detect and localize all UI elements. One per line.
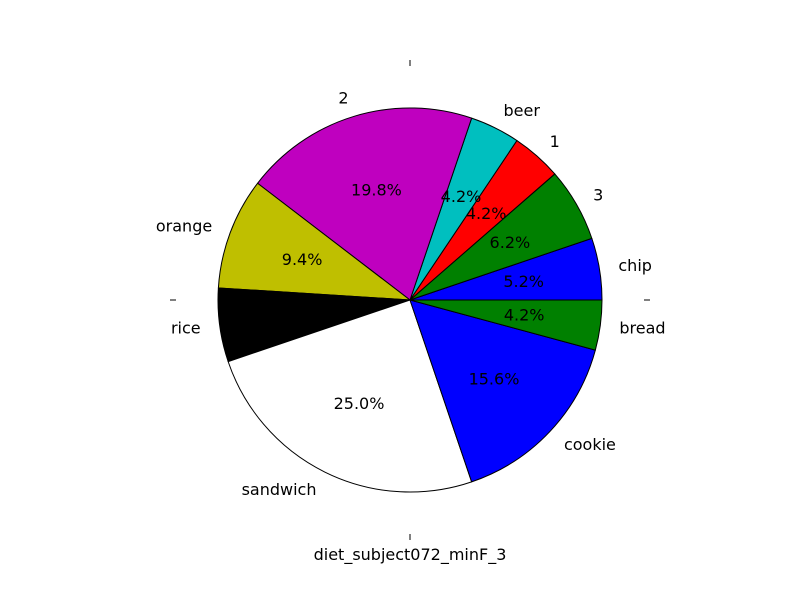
percent-labels: 5.2%6.2%4.2%4.2%19.8%9.4%25.0%15.6%4.2% xyxy=(282,180,545,413)
slice-label: rice xyxy=(171,318,201,337)
percent-label: 4.2% xyxy=(504,306,545,325)
pie-slice-cookie xyxy=(409,299,596,483)
x-axis-label: diet_subject072_minF_3 xyxy=(314,545,507,565)
axis-ticks xyxy=(170,60,650,540)
slice-label: sandwich xyxy=(242,480,317,499)
pie-slice-bread xyxy=(409,299,603,351)
pie-slice-orange xyxy=(217,182,411,301)
percent-label: 25.0% xyxy=(334,394,385,413)
slice-label: beer xyxy=(504,101,541,120)
percent-label: 4.2% xyxy=(441,187,482,206)
pie-slices xyxy=(217,107,603,493)
percent-label: 5.2% xyxy=(503,272,544,291)
slice-labels: chip 3 1 beer 2 orange rice sandwich cookie bread xyxy=(156,88,666,498)
slice-label: bread xyxy=(619,318,665,337)
percent-label: 19.8% xyxy=(351,180,402,199)
percent-label: 4.2% xyxy=(466,204,507,223)
percent-label: 6.2% xyxy=(490,233,531,252)
percent-label: 15.6% xyxy=(469,369,520,388)
slice-label: chip xyxy=(618,256,652,275)
slice-label: 2 xyxy=(338,88,348,107)
percent-label: 9.4% xyxy=(282,250,323,269)
slice-label: 1 xyxy=(550,132,560,151)
slice-label: 3 xyxy=(593,185,603,204)
slice-label: cookie xyxy=(564,435,616,454)
pie-slice-2 xyxy=(257,107,473,301)
slice-label: orange xyxy=(156,216,212,235)
pie-slice-sandwich xyxy=(227,299,473,493)
